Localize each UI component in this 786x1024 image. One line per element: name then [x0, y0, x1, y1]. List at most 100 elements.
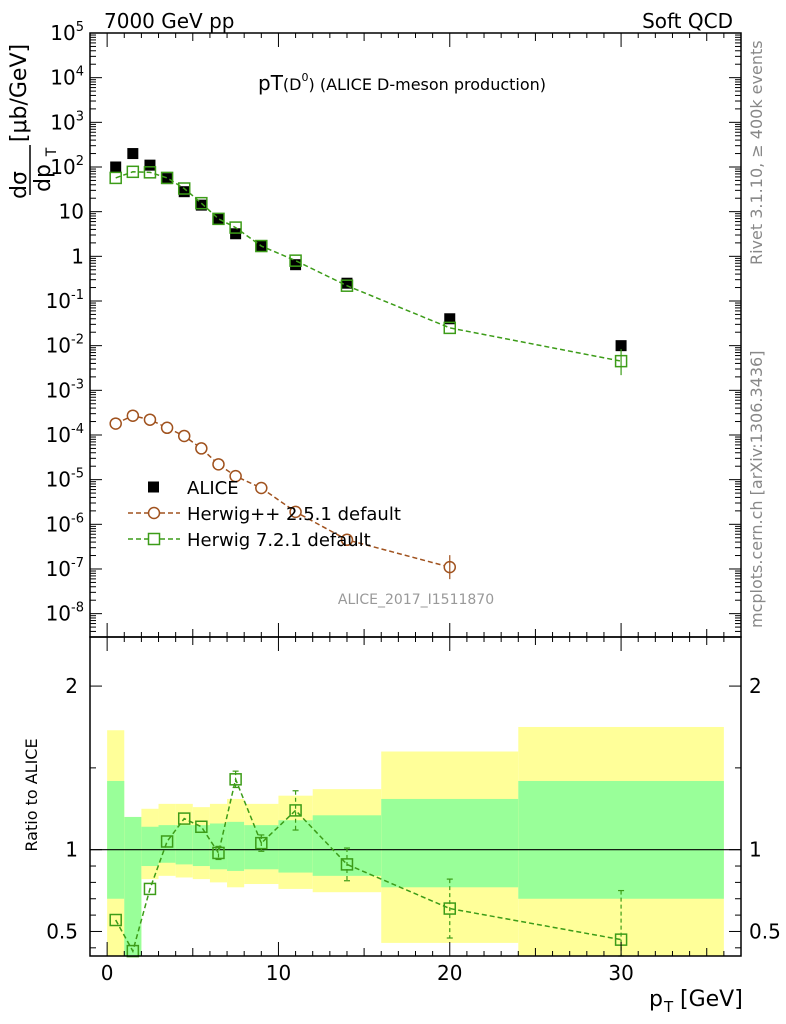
ratio-y-tick-label-left: 0.5 [46, 919, 78, 943]
ratio-plot-axes: 0 10 20 30 0.5 0.5 1 1 2 2 [46, 636, 781, 985]
y-tick-label: 10 [59, 200, 84, 224]
point-alice [127, 148, 139, 160]
y-tick-label: 10-3 [46, 377, 84, 402]
legend-label: Herwig 7.2.1 default [187, 530, 371, 551]
point-herwig7 [109, 171, 122, 185]
ratio-point [443, 902, 457, 915]
svg-text:T: T [663, 998, 674, 1016]
point-herwig7 [177, 182, 191, 195]
x-axis-label: p T [GeV] [649, 987, 743, 1016]
ratio-y-tick-label-right: 2 [749, 674, 762, 698]
svg-text:[μb/GeV]: [μb/GeV] [7, 44, 32, 142]
series-line-herwig7 [115, 171, 622, 362]
band-inner [175, 825, 193, 865]
point-alice [290, 259, 302, 271]
ratio-y-tick-label-right: 0.5 [749, 919, 781, 943]
x-tick-label: 30 [608, 961, 633, 985]
ratio-point [143, 882, 157, 896]
svg-text:dp: dp [31, 164, 56, 192]
ratio-point [212, 846, 225, 860]
point-herwigpp [160, 421, 174, 435]
y-tick-label: 105 [50, 20, 84, 45]
point-herwigpp [289, 505, 302, 519]
point-herwigpp [340, 533, 354, 547]
legend-label: Herwig++ 2.5.1 default [187, 504, 401, 525]
band-inner [192, 825, 210, 867]
header-right: Soft QCD [642, 9, 733, 33]
y-tick-label: 10-5 [46, 467, 84, 492]
ratio-y-axis-label: Ratio to ALICE [22, 738, 41, 851]
ratio-point [177, 812, 191, 825]
ratio-y-tick-label-right: 1 [749, 838, 762, 862]
point-alice [212, 213, 224, 225]
band-inner [141, 826, 159, 867]
point-herwigpp [195, 442, 208, 455]
point-herwig7 [195, 196, 208, 210]
plot-title: pT(D0) (ALICE D-meson production) [258, 71, 546, 95]
ratio-point [255, 836, 268, 850]
main-plot-axes: 10510410310210110-110-210-310-410-510-61… [46, 20, 742, 638]
svg-text:dσ: dσ [7, 171, 32, 199]
rivet-label: Rivet 3.1.10, ≥ 400k events [747, 40, 766, 265]
point-herwig7 [212, 212, 225, 226]
svg-text:[GeV]: [GeV] [680, 987, 743, 1012]
point-herwigpp [229, 469, 242, 483]
legend-label: ALICE [187, 478, 239, 499]
main-plot-marks [109, 148, 628, 580]
ratio-point [229, 773, 242, 786]
legend-marker-herwigpp [147, 506, 161, 520]
x-tick-label: 10 [266, 961, 291, 985]
point-herwig7 [143, 166, 157, 179]
point-herwigpp [109, 417, 122, 430]
svg-text:p: p [649, 987, 663, 1012]
ratio-plot-bands [90, 726, 741, 956]
y-tick-label: 10-4 [46, 422, 84, 447]
point-herwigpp [177, 429, 191, 443]
y-tick-label: 10-2 [46, 333, 84, 358]
band-inner [107, 780, 125, 899]
mcplots-label: mcplots.cern.ch [arXiv:1306.3436] [747, 351, 766, 628]
y-tick-label: 1 [71, 244, 84, 268]
band-inner [124, 816, 142, 956]
legend-marker-herwig7 [147, 532, 161, 546]
point-herwig7 [289, 254, 302, 267]
legend-marker-alice [148, 481, 159, 493]
point-alice [341, 277, 353, 289]
x-tick-label: 20 [437, 961, 462, 985]
ratio-point [195, 820, 208, 834]
y-axis-label-main: dσ dp T [μb/GeV] [7, 44, 60, 199]
point-herwig7 [160, 171, 174, 185]
point-herwig7 [255, 239, 268, 253]
y-tick-label: 10-7 [46, 556, 84, 581]
point-herwigpp [143, 413, 157, 426]
band-inner [312, 815, 382, 876]
y-tick-label: 10-6 [46, 511, 84, 536]
band-inner [227, 821, 245, 871]
point-herwig7 [126, 165, 140, 179]
svg-text:T: T [44, 147, 60, 157]
y-tick-label: 103 [50, 109, 84, 134]
analysis-id: ALICE_2017_I1511870 [338, 592, 494, 608]
point-alice [444, 313, 456, 325]
x-tick-label: 0 [101, 961, 114, 985]
point-alice [195, 199, 207, 211]
ratio-point [160, 835, 174, 848]
point-alice [161, 173, 173, 185]
point-alice [110, 161, 122, 173]
ratio-point [109, 913, 122, 927]
point-alice [144, 159, 156, 171]
y-tick-label: 102 [50, 154, 84, 179]
point-herwig7 [340, 279, 354, 292]
point-herwig7 [229, 221, 242, 234]
y-tick-label: 104 [50, 65, 84, 90]
point-alice [178, 186, 190, 198]
band-inner [518, 780, 724, 899]
band-inner [244, 825, 279, 870]
ratio-series-line [115, 776, 622, 954]
ratio-point [289, 804, 302, 817]
header-left: 7000 GeV pp [104, 9, 235, 33]
point-alice [615, 340, 627, 352]
legend: ALICE Herwig++ 2.5.1 default Herwig 7.2.1 … [128, 478, 401, 551]
y-tick-label: 10-8 [46, 601, 84, 626]
